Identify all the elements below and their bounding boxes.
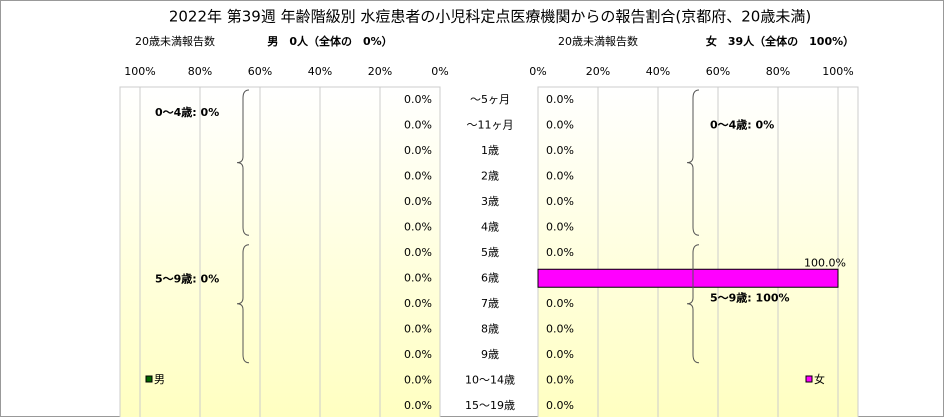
x-tick-label: 0% [431,65,448,78]
x-tick-label: 20% [586,65,610,78]
x-tick-label: 80% [188,65,212,78]
category-label: 6歳 [481,271,499,284]
value-label: 0.0% [404,399,432,412]
x-tick-label: 60% [706,65,730,78]
value-label: 0.0% [546,169,574,182]
count-label: 20歳未満報告数 [135,35,215,48]
category-label: 1歳 [481,144,499,157]
value-label: 100.0% [804,256,846,269]
plot-area [119,86,441,417]
x-tick-label: 80% [766,65,790,78]
chart-title: 2022年 第39週 年齢階級別 水痘患者の小児科定点医療機関からの報告割合(京… [169,8,811,26]
annotation: 5～9歳: 0% [155,271,219,285]
legend-swatch [145,375,153,383]
legend-label: 男 [154,373,165,386]
legend-label: 女 [814,372,825,386]
x-tick-label: 100% [822,65,853,78]
value-label: 0.0% [546,246,574,259]
category-label: 7歳 [481,297,499,310]
category-label: 2歳 [481,169,499,182]
value-label: 0.0% [404,169,432,182]
value-label: 0.0% [404,93,432,106]
brace [236,89,250,236]
value-label: 0.0% [546,348,574,361]
legend-swatch [805,375,813,383]
value-label: 0.0% [546,220,574,233]
value-label: 0.0% [404,297,432,310]
count-label: 20歳未満報告数 [558,35,638,48]
value-label: 0.0% [546,93,574,106]
value-label: 0.0% [546,118,574,131]
category-label: ～11ヶ月 [467,118,514,131]
value-label: 0.0% [546,297,574,310]
category-label: 15～19歳 [465,399,515,412]
value-label: 0.0% [404,195,432,208]
value-label: 0.0% [404,144,432,157]
category-label: ～5ヶ月 [470,93,510,106]
annotation: 0～4歳: 0% [710,117,774,131]
category-label: 4歳 [481,220,499,233]
value-label: 0.0% [546,373,574,386]
brace [236,244,250,364]
plot-area [537,86,859,417]
category-label: 9歳 [481,348,499,361]
brace [686,244,700,364]
category-label: 10～14歳 [465,373,515,386]
value-label: 0.0% [546,144,574,157]
bar [537,268,839,288]
value-label: 0.0% [404,220,432,233]
value-label: 0.0% [404,118,432,131]
annotation: 5～9歳: 100% [710,290,790,304]
brace [686,89,700,236]
value-label: 0.0% [404,322,432,335]
value-label: 0.0% [404,271,432,284]
x-tick-label: 100% [124,65,155,78]
value-label: 0.0% [404,373,432,386]
annotation: 0～4歳: 0% [155,105,219,119]
x-tick-label: 40% [308,65,332,78]
value-label: 0.0% [404,348,432,361]
summary: 女 39人（全体の 100%） [706,34,854,48]
category-label: 5歳 [481,246,499,259]
category-label: 8歳 [481,322,499,335]
x-tick-label: 40% [646,65,670,78]
x-tick-label: 20% [368,65,392,78]
value-label: 0.0% [546,195,574,208]
value-label: 0.0% [546,399,574,412]
category-label: 3歳 [481,195,499,208]
value-label: 0.0% [546,322,574,335]
x-tick-label: 60% [248,65,272,78]
summary: 男 0人（全体の 0%） [267,34,392,48]
value-label: 0.0% [404,246,432,259]
x-tick-label: 0% [529,65,546,78]
